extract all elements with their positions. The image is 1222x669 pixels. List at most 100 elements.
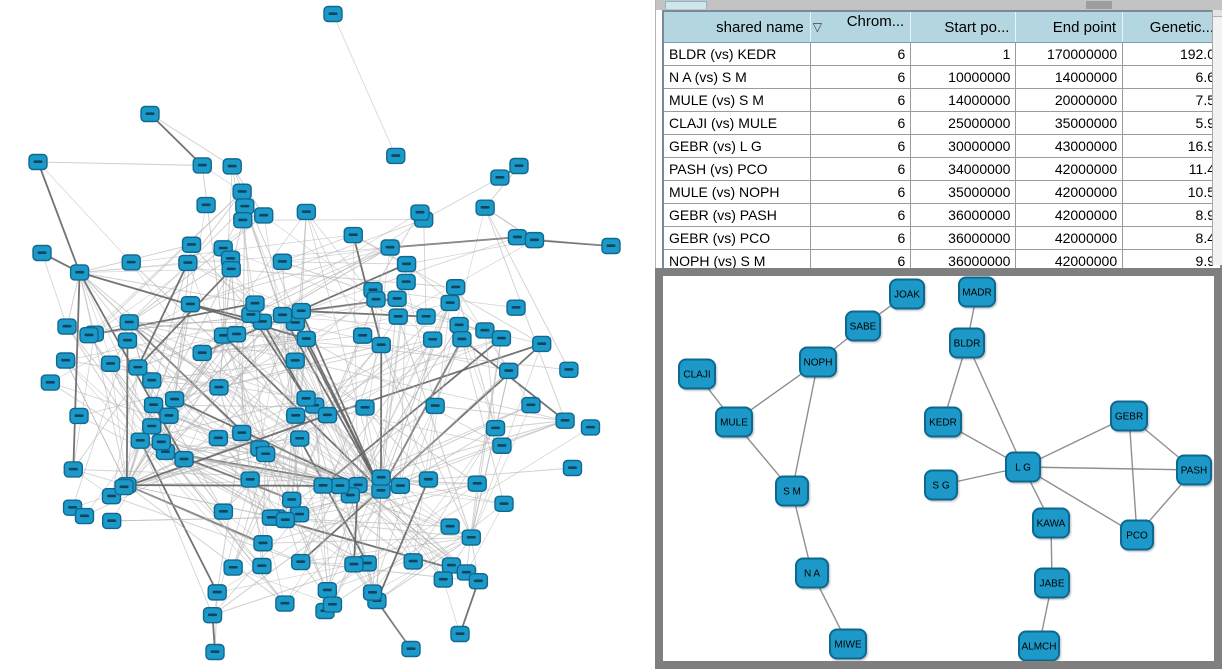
subnetwork-node-NOPH[interactable]: NOPH: [799, 346, 837, 378]
network-edge[interactable]: [276, 516, 472, 539]
network-edge[interactable]: [261, 321, 307, 400]
network-edge[interactable]: [140, 398, 307, 442]
subnetwork-node-MULE[interactable]: MULE: [715, 406, 753, 438]
column-header-3[interactable]: End point: [1015, 11, 1123, 43]
network-edge[interactable]: [405, 281, 436, 406]
network-edge[interactable]: [259, 339, 433, 449]
network-edge[interactable]: [126, 484, 340, 487]
network-edge[interactable]: [285, 483, 478, 521]
network-edge[interactable]: [262, 219, 424, 323]
network-edge[interactable]: [88, 191, 243, 336]
network-edge[interactable]: [305, 211, 364, 336]
network-edge[interactable]: [126, 367, 139, 486]
network-edge[interactable]: [357, 484, 452, 566]
network-edge[interactable]: [300, 485, 341, 563]
network-edge[interactable]: [140, 440, 263, 567]
network-edge[interactable]: [126, 322, 296, 486]
subnetwork-node-SM[interactable]: S M: [775, 475, 809, 507]
network-edge[interactable]: [380, 420, 566, 492]
network-edge[interactable]: [327, 316, 399, 416]
network-edge[interactable]: [400, 427, 496, 487]
main-network-panel[interactable]: [0, 0, 655, 669]
network-edge[interactable]: [149, 113, 233, 167]
network-edge[interactable]: [484, 330, 496, 429]
network-edge[interactable]: [250, 212, 421, 316]
network-edge[interactable]: [93, 191, 243, 335]
panel-tab-chip[interactable]: [665, 1, 707, 9]
network-edge[interactable]: [423, 177, 501, 220]
network-edge[interactable]: [37, 161, 81, 273]
network-edge[interactable]: [123, 414, 328, 488]
subnetwork-edge-GEBR-PCO[interactable]: [1128, 415, 1138, 536]
network-edge[interactable]: [372, 405, 436, 593]
subnetwork-canvas[interactable]: JOAK SABE NOPH CLAJI MULE S M N A MIWE MADR BLDR K…: [663, 276, 1214, 661]
table-cell[interactable]: 170000000: [1015, 42, 1124, 66]
network-edge[interactable]: [137, 268, 232, 369]
table-row[interactable]: PASH (vs) PCO 6 34000000 42000000 11.4: [662, 157, 1222, 181]
network-edge[interactable]: [331, 490, 382, 605]
table-cell[interactable]: 5.9: [1122, 111, 1222, 135]
network-edge[interactable]: [37, 161, 203, 166]
table-row[interactable]: BLDR (vs) KEDR 6 1 170000000 192.0: [662, 42, 1222, 66]
table-cell[interactable]: 42000000: [1015, 157, 1124, 181]
table-cell[interactable]: 34000000: [910, 157, 1017, 181]
network-edge[interactable]: [79, 272, 243, 434]
table-cell[interactable]: 6: [809, 203, 912, 227]
subnetwork-edge-LG-PASH[interactable]: [1022, 466, 1195, 471]
network-edge[interactable]: [285, 338, 307, 521]
network-edge[interactable]: [66, 272, 81, 327]
network-edge[interactable]: [79, 272, 220, 388]
network-edge[interactable]: [128, 322, 219, 439]
table-cell[interactable]: 8.4: [1122, 226, 1222, 250]
network-edge[interactable]: [78, 360, 296, 417]
network-edge[interactable]: [305, 338, 382, 491]
subnetwork-node-KEDR[interactable]: KEDR: [924, 406, 962, 438]
table-cell[interactable]: 10.5: [1122, 180, 1222, 204]
network-edge[interactable]: [79, 272, 128, 486]
table-cell[interactable]: 8.9: [1122, 203, 1222, 227]
network-edge[interactable]: [79, 268, 232, 273]
network-edge[interactable]: [397, 316, 472, 538]
network-edge[interactable]: [165, 451, 368, 564]
network-edge[interactable]: [305, 211, 382, 491]
network-edge[interactable]: [212, 562, 368, 616]
network-edge[interactable]: [218, 339, 433, 388]
network-edge[interactable]: [187, 262, 302, 312]
network-edge[interactable]: [191, 244, 296, 362]
subnetwork-node-LG[interactable]: L G: [1005, 451, 1041, 483]
subnetwork-node-SABE[interactable]: SABE: [845, 310, 881, 342]
network-edge[interactable]: [380, 370, 509, 491]
subnetwork-node-CLAJI[interactable]: CLAJI: [678, 358, 716, 390]
column-header-4[interactable]: Genetic...: [1122, 11, 1221, 43]
network-edge[interactable]: [139, 440, 213, 616]
column-header-0[interactable]: shared name: [663, 11, 811, 43]
subnetwork-node-KAWA[interactable]: KAWA: [1032, 507, 1070, 539]
network-edge[interactable]: [265, 453, 302, 563]
network-edge[interactable]: [241, 310, 302, 434]
network-edge[interactable]: [250, 247, 391, 316]
network-edge[interactable]: [461, 338, 566, 422]
subnetwork-node-JABE[interactable]: JABE: [1034, 567, 1070, 599]
network-edge[interactable]: [380, 287, 457, 478]
network-edge[interactable]: [183, 360, 296, 460]
subnetwork-edge-NOPH-SM[interactable]: [791, 361, 819, 492]
network-edge[interactable]: [50, 382, 219, 439]
subnetwork-panel-inner[interactable]: JOAK SABE NOPH CLAJI MULE S M N A MIWE MADR BLDR K…: [663, 276, 1214, 661]
table-cell[interactable]: MULE (vs) NOPH: [662, 180, 811, 204]
table-cell[interactable]: 7.5: [1122, 88, 1222, 112]
subnetwork-node-MIWE[interactable]: MIWE: [829, 628, 867, 660]
network-edge[interactable]: [131, 234, 354, 263]
network-edge[interactable]: [165, 451, 341, 487]
network-edge[interactable]: [332, 13, 397, 157]
network-edge[interactable]: [470, 370, 510, 538]
network-edge[interactable]: [357, 247, 391, 486]
main-network-canvas[interactable]: [0, 0, 655, 669]
network-edge[interactable]: [282, 234, 354, 263]
network-edge[interactable]: [262, 483, 478, 544]
network-edge[interactable]: [165, 451, 263, 567]
network-edge[interactable]: [428, 302, 451, 480]
subnetwork-node-JOAK[interactable]: JOAK: [889, 278, 925, 310]
table-cell[interactable]: 1: [910, 42, 1017, 66]
network-edge[interactable]: [284, 485, 401, 604]
table-cell[interactable]: 42000000: [1015, 180, 1124, 204]
